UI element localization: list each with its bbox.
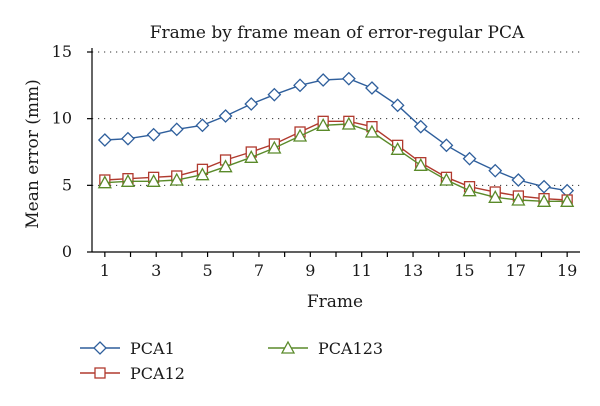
x-tick-label: 7 xyxy=(254,261,264,280)
y-tick-label: 5 xyxy=(62,175,72,194)
data-point xyxy=(121,131,135,146)
data-point xyxy=(244,97,259,111)
y-tick-label: 10 xyxy=(52,109,72,128)
legend-item-pca1: PCA1 xyxy=(80,339,175,358)
data-point xyxy=(488,163,503,178)
x-tick-label: 1 xyxy=(100,261,110,280)
data-point xyxy=(364,124,380,138)
legend-label: PCA123 xyxy=(318,339,383,358)
data-point xyxy=(413,119,428,134)
data-point xyxy=(169,172,184,186)
data-point xyxy=(413,157,428,171)
chart-title: Frame by frame mean of error-regular PCA xyxy=(150,23,525,43)
x-tick-label: 9 xyxy=(305,261,315,280)
y-tick-label: 15 xyxy=(52,42,72,61)
legend-label: PCA12 xyxy=(130,364,185,383)
x-tick-label: 5 xyxy=(202,261,212,280)
data-point xyxy=(511,192,526,206)
series-pca1 xyxy=(97,71,575,198)
series-pca123 xyxy=(97,116,575,207)
x-tick-label: 13 xyxy=(403,261,423,280)
data-point xyxy=(537,179,551,194)
data-point xyxy=(488,189,503,203)
data-point xyxy=(462,151,477,166)
data-point xyxy=(341,71,356,86)
data-point xyxy=(97,175,112,189)
data-point xyxy=(97,133,112,147)
data-point xyxy=(244,149,259,163)
series-group xyxy=(97,71,575,207)
x-tick-labels: 1 3 5 7 9 11 13 15 17 19 xyxy=(100,261,578,280)
x-tick-label: 11 xyxy=(352,261,372,280)
data-point xyxy=(365,81,379,95)
y-tick-label: 0 xyxy=(62,242,72,261)
data-point xyxy=(390,141,405,155)
legend-marker xyxy=(94,367,106,379)
data-point xyxy=(267,87,282,102)
x-axis-label: Frame xyxy=(307,292,363,312)
data-point xyxy=(439,138,454,153)
gridlines xyxy=(92,51,580,186)
data-point xyxy=(146,127,161,142)
x-tick-label: 17 xyxy=(506,261,526,280)
legend-item-pca123: PCA123 xyxy=(268,339,383,358)
data-point xyxy=(511,173,526,187)
series-line xyxy=(104,123,568,203)
data-point xyxy=(218,159,233,173)
y-tick-labels: 0 5 10 15 xyxy=(52,42,72,261)
legend-marker xyxy=(280,340,296,354)
data-point xyxy=(462,183,477,197)
data-point xyxy=(120,173,136,187)
x-tick-label: 15 xyxy=(454,261,474,280)
data-point xyxy=(195,118,210,133)
data-point xyxy=(316,117,331,131)
x-tick-label: 3 xyxy=(151,261,161,280)
x-tick-label: 19 xyxy=(557,261,577,280)
data-point xyxy=(267,140,282,154)
legend-label: PCA1 xyxy=(130,339,175,358)
data-point xyxy=(146,173,161,187)
axes xyxy=(87,48,580,257)
data-point xyxy=(195,167,210,181)
data-point xyxy=(341,116,356,130)
data-point xyxy=(536,193,552,207)
data-point xyxy=(293,78,307,93)
data-point xyxy=(390,98,405,113)
legend-marker xyxy=(93,341,107,355)
data-point xyxy=(169,122,184,137)
data-point xyxy=(439,172,454,186)
data-point xyxy=(292,128,308,142)
legend-item-pca12: PCA12 xyxy=(80,364,185,383)
data-point xyxy=(218,109,233,123)
data-point xyxy=(316,73,331,87)
y-axis-label: Mean error (mm) xyxy=(23,79,43,229)
legend: PCA1 PCA12 PCA123 xyxy=(80,339,383,383)
data-point xyxy=(560,193,575,207)
